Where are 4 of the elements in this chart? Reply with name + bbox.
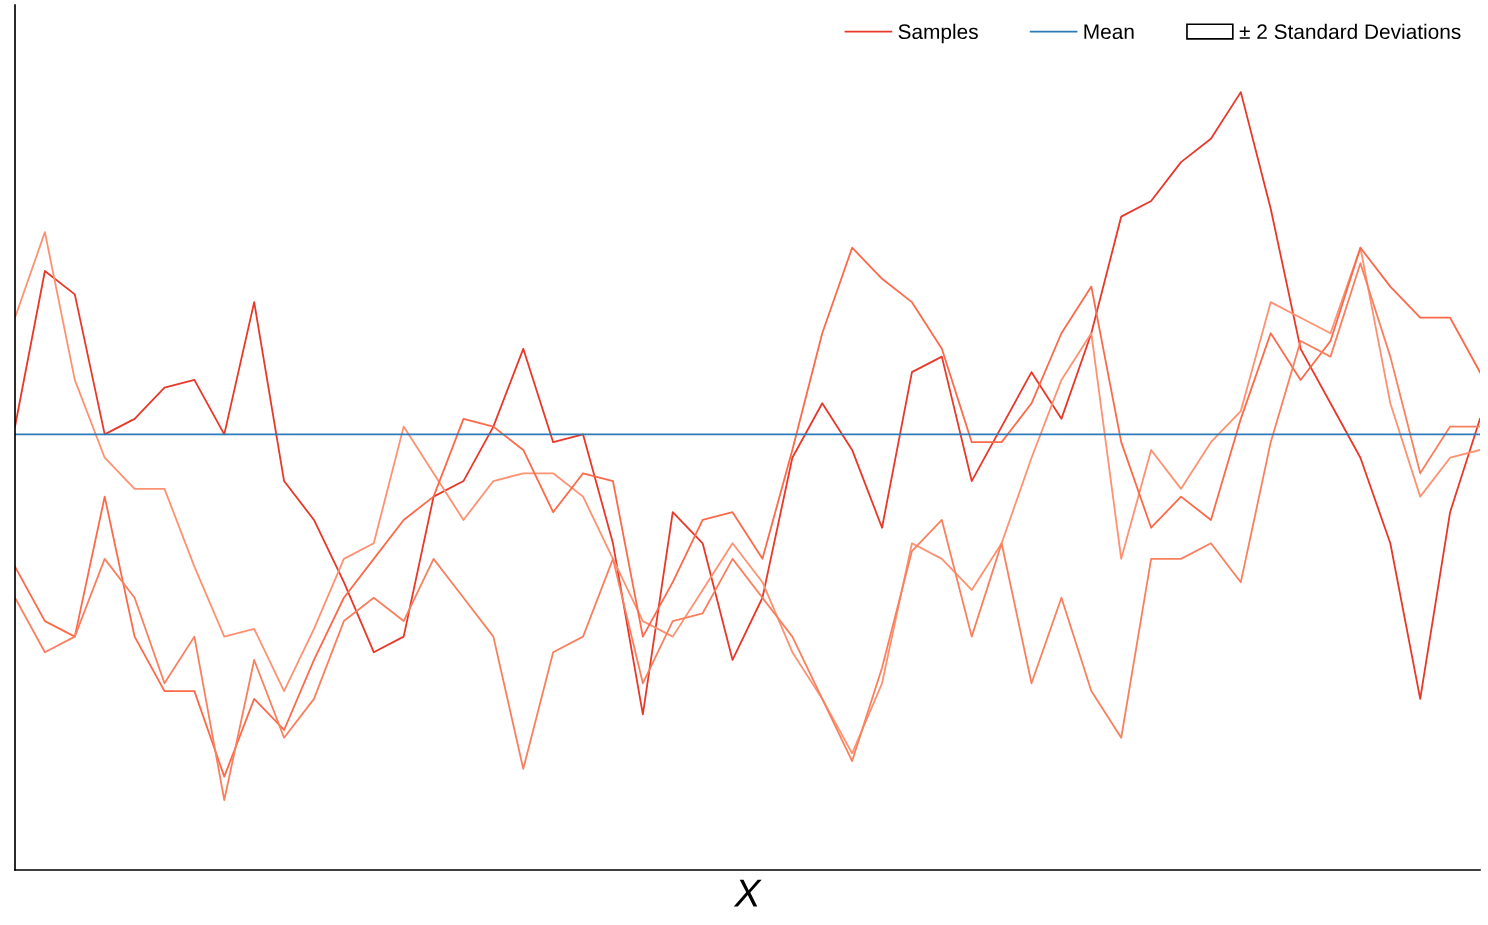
- x-axis-title: X: [733, 879, 762, 907]
- legend-label: Samples: [898, 23, 978, 44]
- legend-label: ± 2 Standard Deviations: [1239, 23, 1461, 40]
- legend-label: Mean: [1084, 24, 1134, 40]
